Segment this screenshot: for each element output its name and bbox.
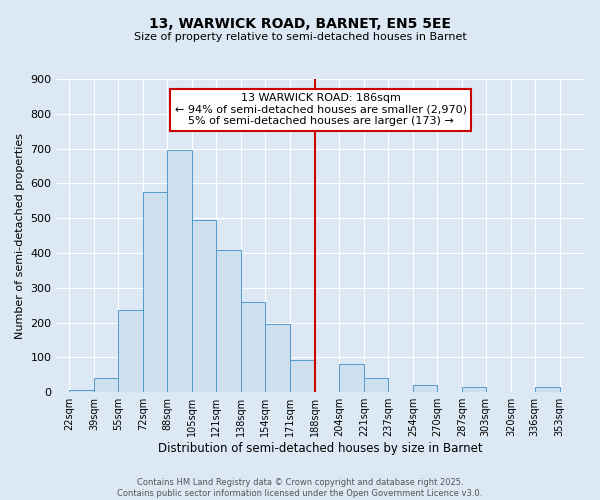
Bar [339, 364, 364, 392]
Bar [118, 310, 143, 392]
Bar [535, 387, 560, 392]
Y-axis label: Number of semi-detached properties: Number of semi-detached properties [15, 132, 25, 338]
Bar [192, 220, 216, 392]
Text: 13, WARWICK ROAD, BARNET, EN5 5EE: 13, WARWICK ROAD, BARNET, EN5 5EE [149, 18, 451, 32]
Bar [69, 390, 94, 392]
Text: Contains HM Land Registry data © Crown copyright and database right 2025.
Contai: Contains HM Land Registry data © Crown c… [118, 478, 482, 498]
X-axis label: Distribution of semi-detached houses by size in Barnet: Distribution of semi-detached houses by … [158, 442, 483, 455]
Bar [167, 150, 192, 392]
Bar [462, 387, 485, 392]
Bar [216, 250, 241, 392]
Bar [364, 378, 388, 392]
Text: Size of property relative to semi-detached houses in Barnet: Size of property relative to semi-detach… [134, 32, 466, 42]
Bar [94, 378, 118, 392]
Text: 13 WARWICK ROAD: 186sqm
← 94% of semi-detached houses are smaller (2,970)
5% of : 13 WARWICK ROAD: 186sqm ← 94% of semi-de… [175, 93, 467, 126]
Bar [143, 192, 167, 392]
Bar [413, 385, 437, 392]
Bar [241, 302, 265, 392]
Bar [290, 360, 315, 392]
Bar [265, 324, 290, 392]
